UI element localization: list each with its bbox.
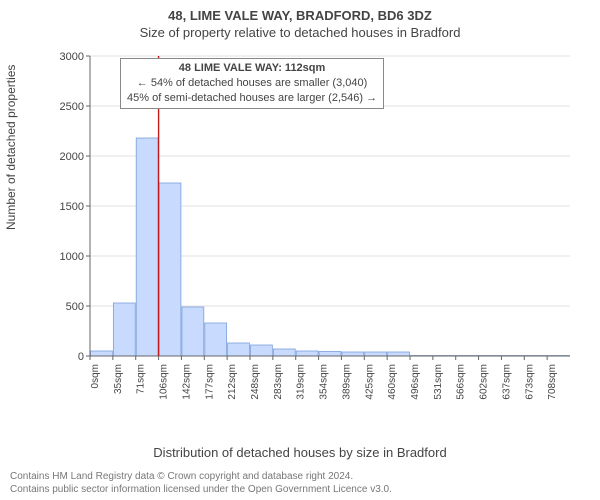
info-line-3: 45% of semi-detached houses are larger (…: [127, 91, 377, 106]
footer-line-1: Contains HM Land Registry data © Crown c…: [10, 471, 353, 482]
svg-text:354sqm: 354sqm: [319, 364, 330, 400]
page-title: 48, LIME VALE WAY, BRADFORD, BD6 3DZ: [0, 0, 600, 23]
svg-text:496sqm: 496sqm: [410, 364, 421, 400]
svg-text:35sqm: 35sqm: [113, 364, 124, 394]
svg-text:2000: 2000: [60, 151, 84, 163]
svg-text:566sqm: 566sqm: [456, 364, 467, 400]
x-axis-caption: Distribution of detached houses by size …: [0, 445, 600, 460]
attribution-footer: Contains HM Land Registry data © Crown c…: [10, 470, 590, 496]
svg-text:142sqm: 142sqm: [181, 364, 192, 400]
svg-text:531sqm: 531sqm: [433, 364, 444, 400]
svg-text:637sqm: 637sqm: [501, 364, 512, 400]
footer-line-2: Contains public sector information licen…: [10, 484, 392, 495]
svg-text:2500: 2500: [60, 101, 84, 113]
svg-text:106sqm: 106sqm: [159, 364, 170, 400]
svg-text:500: 500: [66, 301, 84, 313]
svg-text:673sqm: 673sqm: [524, 364, 535, 400]
svg-text:708sqm: 708sqm: [547, 364, 558, 400]
svg-text:212sqm: 212sqm: [227, 364, 238, 400]
marker-info-box: 48 LIME VALE WAY: 112sqm ← 54% of detach…: [120, 58, 384, 109]
svg-text:1500: 1500: [60, 201, 84, 213]
svg-text:71sqm: 71sqm: [136, 364, 147, 394]
svg-text:389sqm: 389sqm: [341, 364, 352, 400]
svg-text:0sqm: 0sqm: [90, 364, 101, 388]
svg-text:177sqm: 177sqm: [204, 364, 215, 400]
svg-text:1000: 1000: [60, 251, 84, 263]
svg-text:319sqm: 319sqm: [296, 364, 307, 400]
histogram-chart: 0 500 1000 1500 2000 2500 3000 0sqm 35sqm 71sqm 10…: [60, 50, 575, 415]
info-line-2: ← 54% of detached houses are smaller (3,…: [127, 76, 377, 91]
svg-text:602sqm: 602sqm: [479, 364, 490, 400]
svg-text:283sqm: 283sqm: [273, 364, 284, 400]
svg-text:248sqm: 248sqm: [250, 364, 261, 400]
svg-text:0: 0: [78, 351, 84, 363]
svg-text:425sqm: 425sqm: [364, 364, 375, 400]
info-line-1: 48 LIME VALE WAY: 112sqm: [127, 61, 377, 76]
svg-text:3000: 3000: [60, 51, 84, 63]
y-axis-label: Number of detached properties: [4, 65, 18, 230]
svg-text:460sqm: 460sqm: [387, 364, 398, 400]
page-subtitle: Size of property relative to detached ho…: [0, 23, 600, 40]
